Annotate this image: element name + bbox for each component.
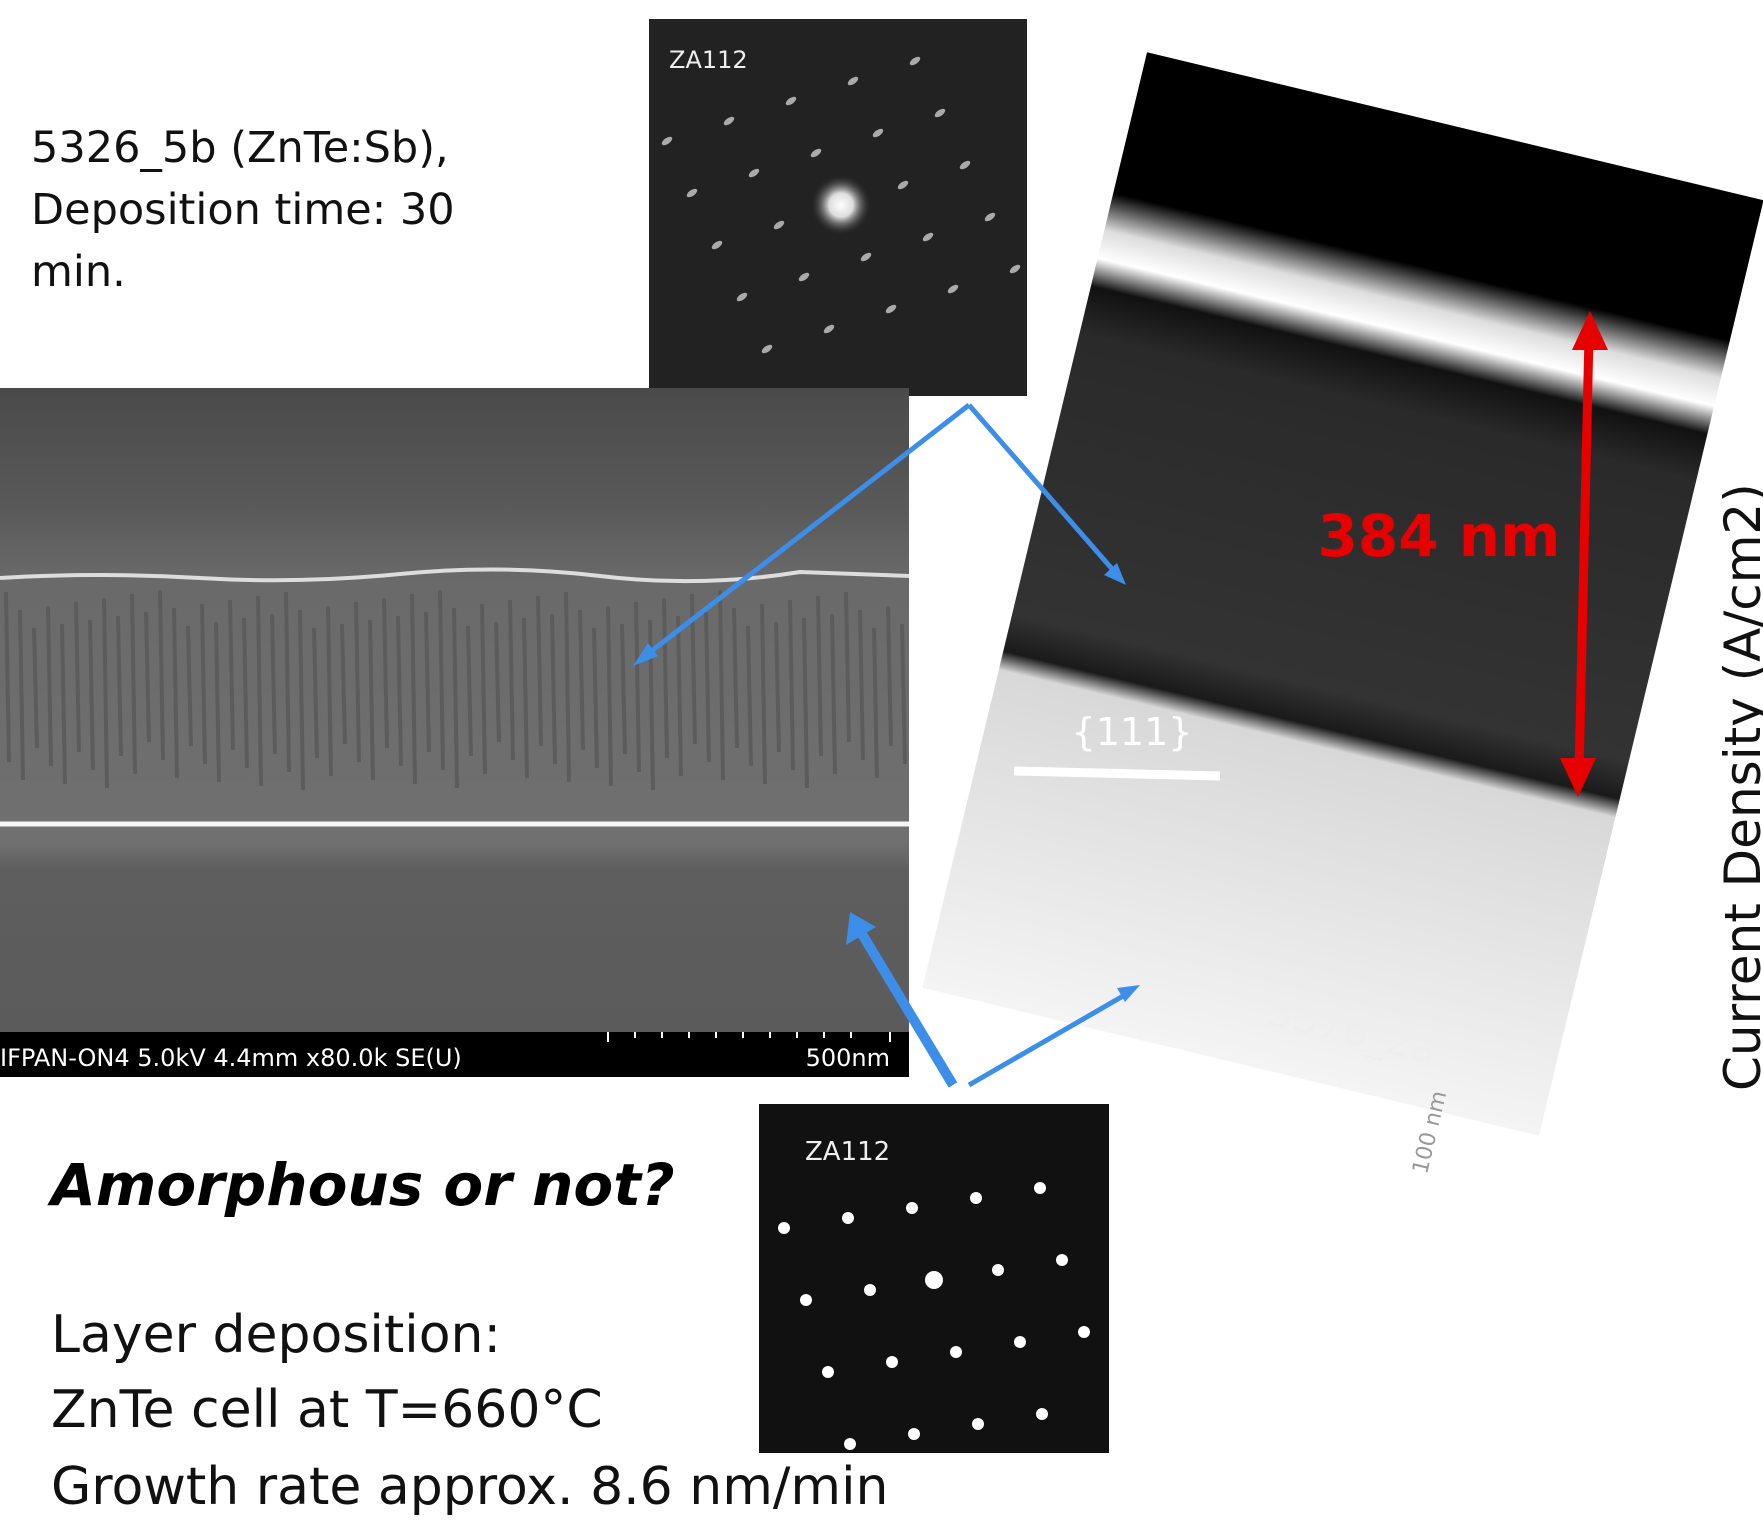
thickness-label: 384 nm xyxy=(1318,502,1561,570)
slide: 5326_5b (ZnTe:Sb), Deposition time: 30 m… xyxy=(0,0,1763,1521)
sample-text: 5326_5b (ZnTe:Sb), Deposition time: 30 m… xyxy=(31,123,455,297)
decor xyxy=(1078,1326,1090,1338)
sample-line: 5326_5b (ZnTe:Sb), xyxy=(31,123,449,173)
deposition-line: Growth rate approx. 8.6 nm/min xyxy=(51,1457,888,1517)
sem-info: IFPAN-ON4 5.0kV 4.4mm x80.0k SE(U) xyxy=(0,1044,462,1072)
sem-scale: 500nm xyxy=(806,1044,890,1072)
decor xyxy=(1034,1182,1046,1194)
decor xyxy=(908,1428,920,1440)
decor xyxy=(992,1264,1004,1276)
decor xyxy=(950,1346,962,1358)
decor xyxy=(822,1366,834,1378)
diffraction-top: ZA112 xyxy=(649,19,1027,396)
decor xyxy=(886,1356,898,1368)
decor xyxy=(844,1438,856,1450)
diffraction-bottom: ZA112 xyxy=(759,1104,1109,1453)
plane-label: {111} xyxy=(1072,710,1193,754)
central-beam xyxy=(811,175,871,235)
decor xyxy=(842,1212,854,1224)
zone-axis-label: ZA112 xyxy=(805,1137,890,1167)
decor xyxy=(972,1418,984,1430)
decor xyxy=(906,1202,918,1214)
tem-image: 5376_2a 100 nm xyxy=(907,52,1763,1198)
decor xyxy=(864,1284,876,1296)
zone-axis-label: ZA112 xyxy=(669,46,748,74)
decor xyxy=(970,1192,982,1204)
decor xyxy=(925,1271,943,1289)
question: Amorphous or not? xyxy=(47,1151,675,1219)
sample-line: Deposition time: 30 xyxy=(31,185,455,235)
decor xyxy=(1036,1408,1048,1420)
deposition-line: Layer deposition: xyxy=(51,1305,501,1365)
deposition-line: ZnTe cell at T=660°C xyxy=(51,1380,603,1440)
decor xyxy=(1056,1254,1068,1266)
decor xyxy=(778,1222,790,1234)
sem-image: IFPAN-ON4 5.0kV 4.4mm x80.0k SE(U) 500nm xyxy=(0,388,909,1077)
tem-background xyxy=(922,52,1763,1135)
sample-line: min. xyxy=(31,247,126,297)
decor xyxy=(800,1294,812,1306)
decor xyxy=(1014,1336,1026,1348)
axis-label: Current Density (A/cm2) xyxy=(1714,483,1763,1091)
plane-line xyxy=(1014,771,1220,776)
